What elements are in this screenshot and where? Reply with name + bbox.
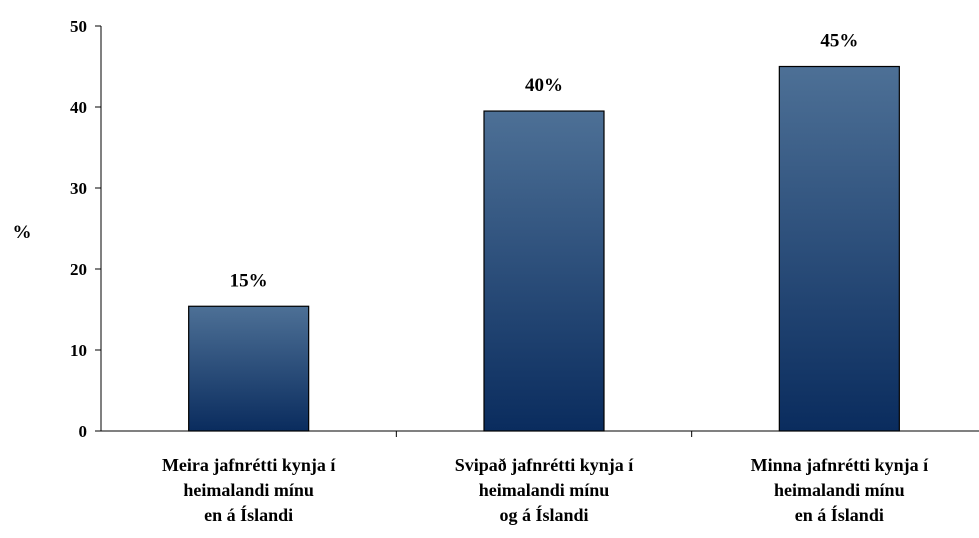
- y-tick-label: 20: [70, 260, 87, 279]
- x-tick-label: og á Íslandi: [499, 504, 588, 525]
- data-label: 40%: [525, 75, 563, 96]
- bar: [778, 65, 900, 432]
- bars-group: [188, 65, 900, 432]
- y-tick-label: 10: [70, 341, 87, 360]
- y-axis-label: %: [13, 222, 32, 243]
- x-tick-label: en á Íslandi: [204, 504, 293, 525]
- bar: [483, 110, 605, 432]
- y-tick-label: 40: [70, 98, 87, 117]
- x-tick-label: heimalandi mínu: [774, 480, 905, 500]
- x-tick-label: heimalandi mínu: [183, 480, 314, 500]
- labels-group: 15% Meira jafnrétti kynja í heimalandi mín…: [162, 31, 929, 526]
- data-label: 15%: [230, 270, 268, 291]
- y-tick-label: 30: [70, 179, 87, 198]
- y-tick-label: 50: [70, 17, 87, 36]
- y-tick-label: 0: [79, 422, 88, 441]
- x-tick-label: Minna jafnrétti kynja í: [751, 455, 929, 475]
- x-tick-label: Meira jafnrétti kynja í: [162, 455, 336, 475]
- bar: [188, 305, 310, 432]
- x-tick-label: en á Íslandi: [795, 504, 884, 525]
- x-tick-label: heimalandi mínu: [479, 480, 610, 500]
- x-tick-label: Svipað jafnrétti kynja í: [455, 455, 635, 475]
- data-label: 45%: [820, 31, 858, 52]
